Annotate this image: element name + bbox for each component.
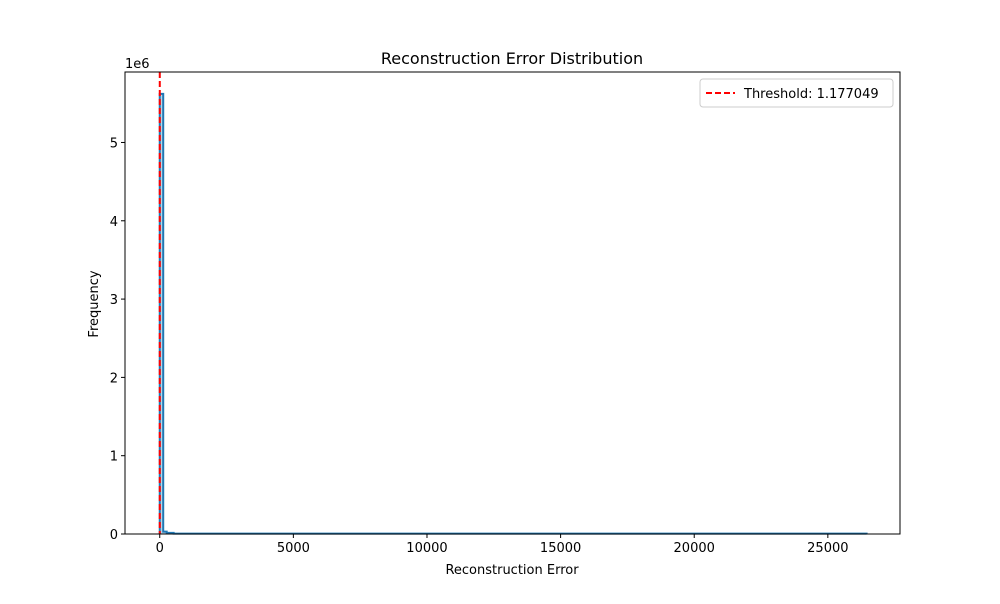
x-tick-label: 25000	[807, 541, 848, 556]
y-axis: 0 1 2 3 4 5	[110, 136, 125, 543]
x-tick-label: 5000	[277, 541, 310, 556]
axes-frame	[124, 71, 901, 535]
x-axis-label: Reconstruction Error	[445, 563, 579, 578]
y-tick-label: 2	[110, 371, 118, 386]
y-axis-offset-label: 1e6	[125, 57, 150, 72]
y-tick-label: 0	[110, 528, 118, 543]
legend: Threshold: 1.177049	[699, 78, 894, 108]
y-tick-label: 3	[110, 293, 118, 308]
x-axis: 0 5000 10000 15000 20000 25000	[156, 534, 849, 556]
x-tick-label: 10000	[406, 541, 447, 556]
x-tick-label: 15000	[540, 541, 581, 556]
legend-box	[699, 78, 894, 108]
y-axis-label: Frequency	[87, 270, 102, 337]
legend-threshold-label: Threshold: 1.177049	[743, 87, 879, 102]
y-tick-label: 4	[110, 215, 118, 230]
x-tick-label: 0	[156, 541, 164, 556]
x-tick-label: 20000	[674, 541, 715, 556]
chart-title: Reconstruction Error Distribution	[381, 49, 643, 68]
y-tick-label: 5	[110, 136, 118, 151]
y-tick-label: 1	[110, 450, 118, 465]
